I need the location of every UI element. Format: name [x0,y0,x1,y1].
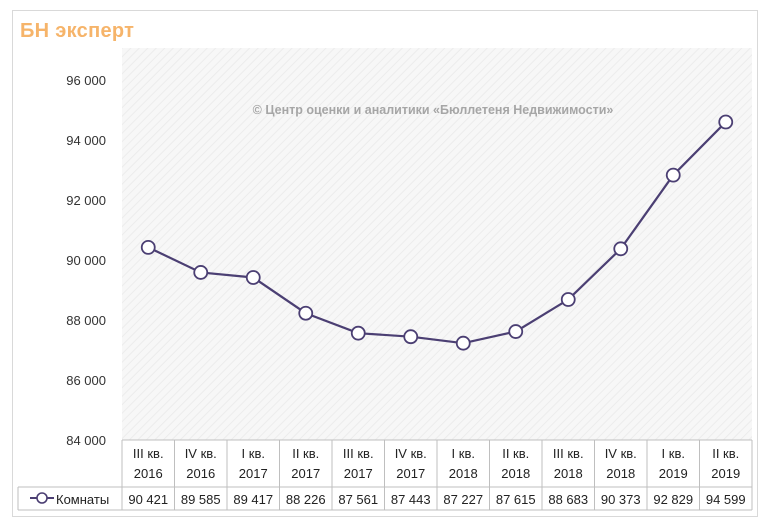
x-category-year: 2018 [449,466,478,481]
data-table-value: 90 421 [128,492,168,507]
x-category-label: II кв. [292,446,319,461]
data-point [298,305,314,321]
x-category-label: IV кв. [605,446,637,461]
data-point [245,270,261,285]
data-table-value: 92 829 [653,492,693,507]
data-table-value: 89 585 [181,492,221,507]
y-tick-label: 90 000 [66,253,106,268]
x-category-year: 2019 [659,466,688,481]
y-tick-label: 88 000 [66,313,106,328]
data-point [140,239,156,255]
data-table-value: 88 683 [548,492,588,507]
data-table-value: 94 599 [706,492,746,507]
data-table-value: 88 226 [286,492,326,507]
data-point [403,329,419,345]
x-category-year: 2018 [501,466,530,481]
plot-area [122,48,752,440]
data-table-value: 87 227 [443,492,483,507]
data-point [560,292,576,307]
data-table-value: 87 443 [391,492,431,507]
y-tick-label: 86 000 [66,373,106,388]
series-line [147,121,727,345]
x-category-label: III кв. [133,446,164,461]
watermark: © Центр оценки и аналитики «Бюллетеня Не… [253,103,614,117]
x-category-label: IV кв. [395,446,427,461]
data-point [613,241,629,257]
x-category-year: 2017 [344,466,373,481]
data-table-value: 89 417 [233,492,273,507]
y-tick-label: 84 000 [66,433,106,448]
x-category-label: III кв. [343,446,374,461]
x-category-year: 2017 [291,466,320,481]
x-category-year: 2019 [711,466,740,481]
x-category-label: I кв. [452,446,475,461]
data-point [455,335,471,351]
data-table-value: 87 615 [496,492,536,507]
x-category-year: 2017 [239,466,268,481]
x-category-year: 2016 [134,466,163,481]
x-category-label: I кв. [662,446,685,461]
x-category-year: 2018 [554,466,583,481]
x-category-label: IV кв. [185,446,217,461]
y-tick-label: 96 000 [66,73,106,88]
data-point [193,265,209,280]
y-tick-label: 92 000 [66,193,106,208]
data-table-value: 90 373 [601,492,641,507]
x-category-label: III кв. [553,446,584,461]
data-point [665,167,681,183]
y-tick-label: 94 000 [66,133,106,148]
brand-logo: БН эксперт [20,20,135,42]
data-table-value: 87 561 [338,492,378,507]
x-category-year: 2018 [606,466,635,481]
x-category-label: I кв. [242,446,265,461]
data-point [718,114,734,130]
x-category-year: 2017 [396,466,425,481]
x-category-label: II кв. [712,446,739,461]
data-point [350,325,366,341]
legend-label: Комнаты [56,492,109,507]
x-category-label: II кв. [502,446,529,461]
x-category-year: 2016 [186,466,215,481]
legend-marker [36,492,48,504]
data-point [508,324,524,339]
